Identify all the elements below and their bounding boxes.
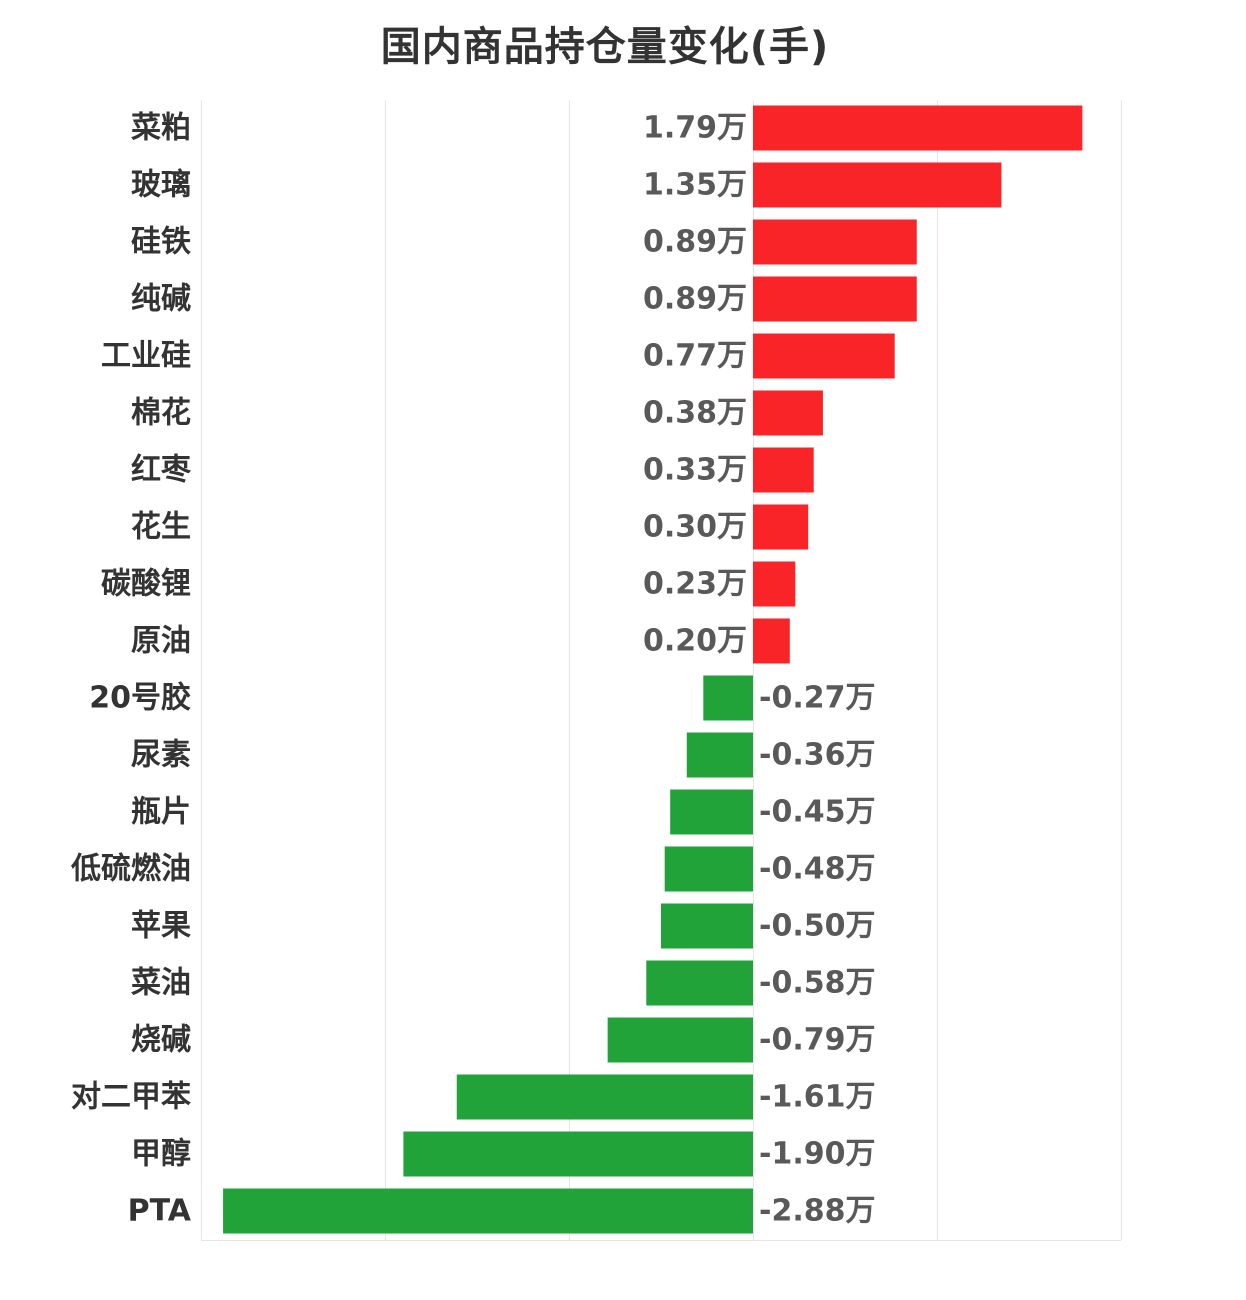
category-label: 棉花: [131, 396, 191, 431]
data-label: 0.23万: [643, 567, 747, 602]
chart-title: 国内商品持仓量变化(手): [380, 24, 830, 70]
bars: [223, 105, 1083, 1234]
bar: [753, 162, 1002, 208]
category-label: 烧碱: [131, 1023, 191, 1058]
bar: [223, 1188, 753, 1234]
category-label: 碳酸锂: [101, 567, 191, 602]
data-label: 0.20万: [643, 624, 747, 659]
bar: [686, 732, 753, 778]
category-label: 瓶片: [131, 795, 191, 830]
data-label: -0.58万: [759, 966, 875, 1001]
bar: [646, 960, 753, 1006]
bar: [753, 105, 1083, 151]
data-label: 1.79万: [643, 111, 747, 146]
data-label: -2.88万: [759, 1194, 875, 1229]
category-label: 红枣: [131, 453, 192, 488]
data-label: 0.77万: [643, 339, 747, 374]
bar: [661, 903, 753, 949]
category-label: 20号胶: [89, 681, 191, 716]
bar: [753, 333, 895, 379]
category-label: 工业硅: [101, 339, 191, 374]
category-label: 硅铁: [131, 225, 191, 260]
value-labels: 1.79万 1.35万 0.89万 0.89万 0.77万 0.38万 0.33万 0.30万…: [643, 111, 876, 1229]
category-label: 低硫燃油: [70, 852, 191, 887]
category-label: 玻璃: [131, 168, 191, 203]
category-label: 纯碱: [131, 282, 191, 317]
category-label: 尿素: [131, 738, 191, 773]
category-label: 原油: [131, 624, 191, 659]
bar: [753, 447, 814, 493]
category-label: 菜粕: [131, 111, 191, 146]
category-label: 苹果: [131, 909, 191, 944]
bar: [753, 276, 917, 322]
data-label: -0.48万: [759, 852, 875, 887]
category-label: 菜油: [131, 966, 191, 1001]
data-label: 0.33万: [643, 453, 747, 488]
data-label: -0.79万: [759, 1023, 875, 1058]
data-label: 1.35万: [643, 168, 747, 203]
category-label: 甲醇: [131, 1137, 191, 1172]
category-label: PTA: [128, 1194, 192, 1229]
bar: [753, 390, 823, 436]
data-label: -1.90万: [759, 1137, 875, 1172]
bar: [456, 1074, 753, 1120]
bar: [403, 1131, 753, 1177]
bar: [753, 561, 796, 607]
bar: [753, 504, 809, 550]
category-label: 对二甲苯: [71, 1080, 191, 1115]
grid-lines: [201, 100, 1122, 1241]
bar: [753, 219, 917, 265]
bar: [703, 675, 753, 721]
data-label: -0.27万: [759, 681, 875, 716]
data-label: -1.61万: [759, 1080, 875, 1115]
data-label: 0.89万: [643, 282, 747, 317]
bar: [753, 618, 790, 664]
data-label: 0.30万: [643, 510, 747, 545]
data-label: 0.38万: [643, 396, 747, 431]
data-label: -0.50万: [759, 909, 875, 944]
data-label: -0.36万: [759, 738, 875, 773]
category-label: 花生: [131, 510, 191, 545]
data-label: 0.89万: [643, 225, 747, 260]
bar: [664, 846, 753, 892]
bar: [607, 1017, 753, 1063]
bar: [670, 789, 753, 835]
data-label: -0.45万: [759, 795, 875, 830]
